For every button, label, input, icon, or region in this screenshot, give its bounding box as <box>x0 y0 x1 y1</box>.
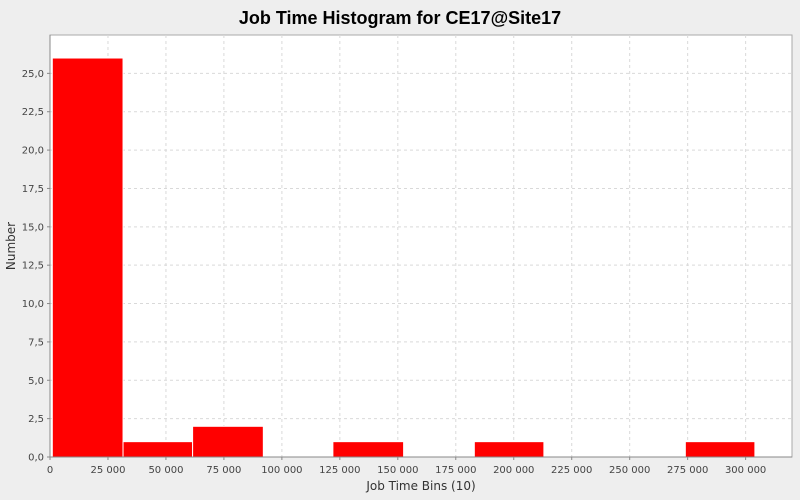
x-axis-label: Job Time Bins (10) <box>365 479 475 493</box>
y-axis-label: Number <box>4 222 18 270</box>
y-tick-label: 15,0 <box>22 222 44 233</box>
axes <box>49 35 792 458</box>
x-tick-label: 275 000 <box>667 465 708 476</box>
histogram-bar <box>122 441 194 458</box>
x-tick-label: 100 000 <box>261 465 302 476</box>
y-tick-label: 17,5 <box>22 184 44 195</box>
y-axis-ticks: 0,0 2,5 5,0 7,5 10,0 12,5 15,0 17,5 20,0 22,5 25,0 <box>22 69 50 464</box>
grid-lines <box>50 35 792 457</box>
x-tick-label: 0 <box>47 465 53 476</box>
y-tick-label: 5,0 <box>28 376 44 387</box>
x-axis-ticks: 0 25 000 50 000 75 000 100 000 125 000 150 000… <box>47 457 766 476</box>
histogram-bar <box>684 441 756 458</box>
histogram-bar <box>473 441 545 458</box>
x-tick-label: 250 000 <box>609 465 650 476</box>
y-tick-label: 22,5 <box>22 107 44 118</box>
chart-title: Job Time Histogram for CE17@Site17 <box>239 8 561 28</box>
x-tick-label: 75 000 <box>206 465 241 476</box>
x-tick-label: 225 000 <box>551 465 592 476</box>
y-tick-label: 12,5 <box>22 261 44 272</box>
y-tick-label: 2,5 <box>28 414 44 425</box>
y-tick-label: 20,0 <box>22 146 44 157</box>
y-tick-label: 25,0 <box>22 69 44 80</box>
histogram-bar <box>51 57 124 458</box>
x-tick-label: 200 000 <box>493 465 534 476</box>
x-tick-label: 25 000 <box>90 465 125 476</box>
histogram-bar <box>332 441 405 458</box>
x-tick-label: 50 000 <box>148 465 183 476</box>
x-tick-label: 125 000 <box>319 465 360 476</box>
histogram-bar <box>192 425 264 458</box>
x-tick-label: 300 000 <box>725 465 766 476</box>
x-tick-label: 150 000 <box>377 465 418 476</box>
x-tick-label: 175 000 <box>435 465 476 476</box>
y-tick-label: 7,5 <box>28 337 44 348</box>
y-tick-label: 0,0 <box>28 453 44 464</box>
y-tick-label: 10,0 <box>22 299 44 310</box>
plot-area <box>49 34 793 458</box>
bars <box>51 57 756 458</box>
